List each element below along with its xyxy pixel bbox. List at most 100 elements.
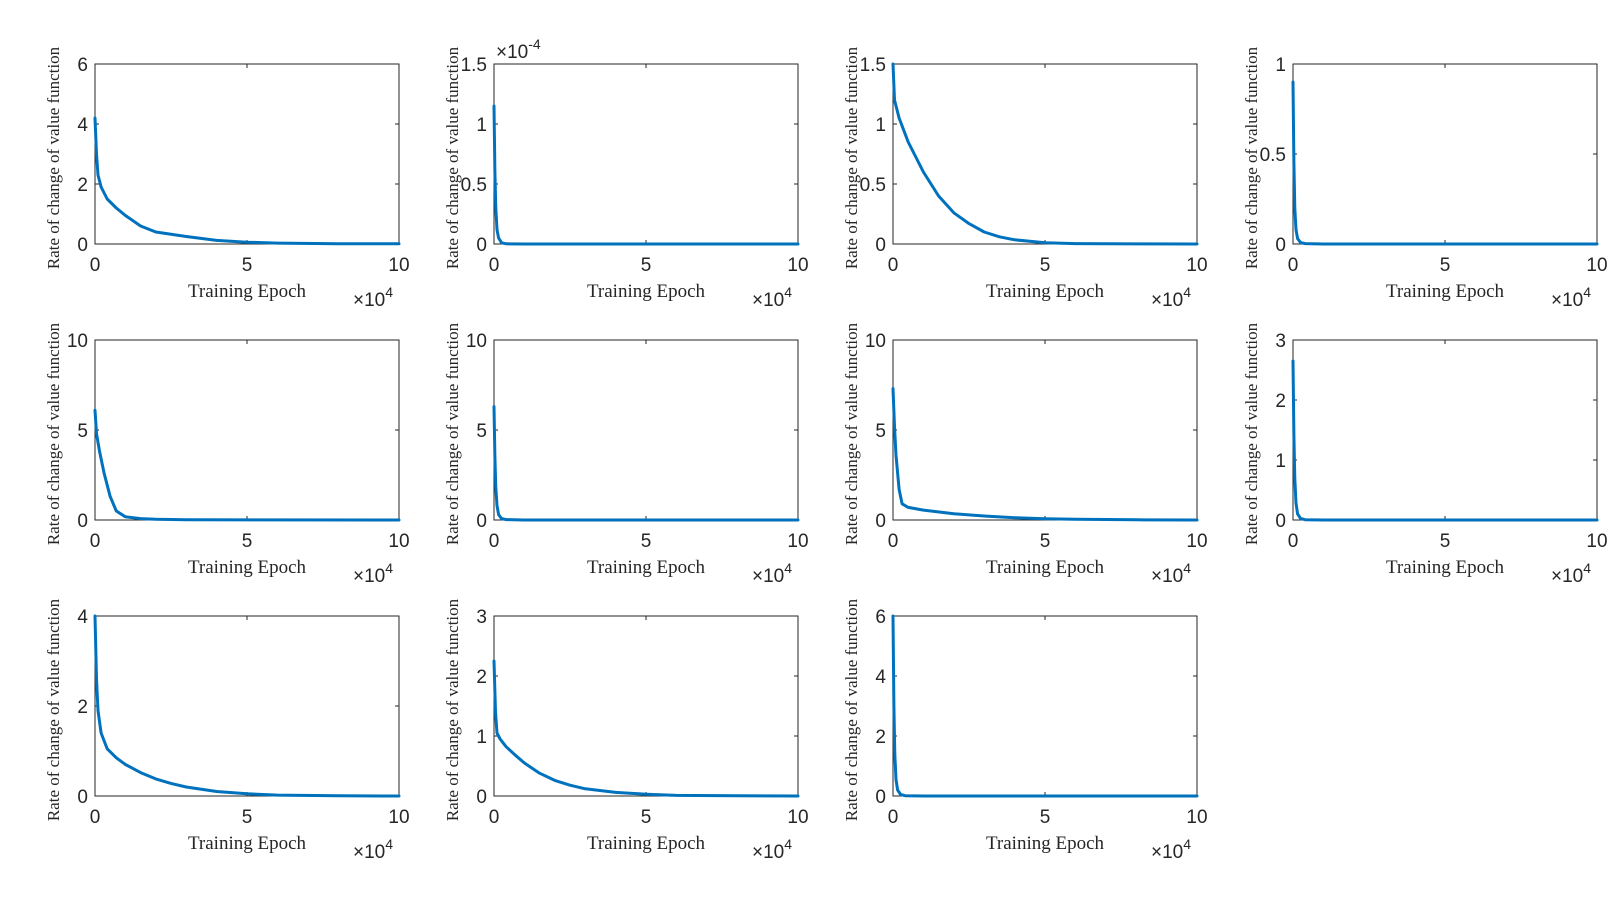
axes-box [1292, 339, 1598, 521]
x-tick-label: 10 [787, 255, 808, 276]
y-axis-label: Rate of change of value function [443, 46, 462, 269]
subplot-2: 0 5 10 0 0.5 1 1.5 Training Epoch Rate of change… [443, 36, 809, 311]
axes-box [493, 615, 799, 797]
x-tick-label: 5 [1440, 531, 1451, 552]
x-axis-label: Training Epoch [587, 281, 706, 302]
y-tick-label: 1.5 [461, 55, 487, 76]
y-tick-label: 1 [875, 115, 886, 136]
axes-box [94, 63, 400, 245]
x-tick-label: 10 [787, 531, 808, 552]
y-tick-label: 0 [875, 511, 886, 532]
y-tick-label: 0 [77, 511, 88, 532]
y-tick-label: 2 [1275, 391, 1286, 412]
x-tick-label: 0 [489, 807, 500, 828]
subplot-3: 0 5 10 0 0.5 1 1.5 Training Epoch Rate of change… [842, 46, 1208, 311]
x-exponent-label: ×104 [752, 284, 792, 311]
x-tick-label: 5 [1040, 255, 1051, 276]
x-axis-label: Training Epoch [587, 833, 706, 854]
y-axis-label: Rate of change of value function [842, 46, 861, 269]
x-tick-label: 0 [1288, 531, 1299, 552]
y-tick-label: 3 [476, 607, 487, 628]
y-tick-label: 0 [77, 235, 88, 256]
y-tick-label: 5 [875, 421, 886, 442]
x-axis-label: Training Epoch [188, 557, 307, 578]
x-tick-label: 0 [90, 531, 101, 552]
y-tick-label: 5 [476, 421, 487, 442]
y-tick-label: 0 [875, 235, 886, 256]
series-line [93, 408, 401, 522]
y-tick-label: 0.5 [860, 175, 886, 196]
subplot-1: 0 5 10 0 2 4 6 Training Epoch Rate of change of … [44, 46, 410, 311]
x-tick-label: 5 [1040, 531, 1051, 552]
y-tick-label: 1.5 [860, 55, 886, 76]
x-axis-label: Training Epoch [1386, 281, 1505, 302]
y-tick-label: 1 [476, 727, 487, 748]
x-exponent-label: ×104 [353, 560, 393, 587]
y-tick-label: 4 [77, 607, 88, 628]
y-tick-label: 2 [77, 697, 88, 718]
y-tick-label: 1 [476, 115, 487, 136]
x-axis-label: Training Epoch [986, 281, 1105, 302]
y-axis-label: Rate of change of value function [842, 598, 861, 821]
axes-box [892, 339, 1198, 521]
y-axis-label: Rate of change of value function [842, 322, 861, 545]
axes-box [493, 339, 799, 521]
series-line [891, 62, 1199, 246]
y-tick-label: 10 [466, 331, 487, 352]
y-tick-label: 0 [875, 787, 886, 808]
y-exponent-label: ×10-4 [496, 36, 541, 63]
x-tick-label: 0 [888, 255, 899, 276]
x-tick-label: 10 [1586, 255, 1607, 276]
x-axis-label: Training Epoch [986, 833, 1105, 854]
x-exponent-label: ×104 [752, 836, 792, 863]
subplot-11: 0 5 10 0 2 4 6 Training Epoch Rate of change of … [842, 598, 1208, 863]
x-tick-label: 10 [1186, 807, 1207, 828]
x-tick-label: 5 [641, 255, 652, 276]
x-exponent-label: ×104 [1151, 836, 1191, 863]
subplot-7: 0 5 10 0 5 10 Training Epoch Rate of change of … [842, 322, 1208, 587]
x-tick-label: 10 [388, 807, 409, 828]
y-tick-label: 0 [1275, 511, 1286, 532]
x-tick-label: 10 [1186, 531, 1207, 552]
y-tick-label: 2 [77, 175, 88, 196]
y-axis-label: Rate of change of value function [1242, 322, 1261, 545]
series-line [492, 659, 800, 798]
y-tick-label: 4 [875, 667, 886, 688]
subplot-8: 0 5 10 0 1 2 3 Training Epoch Rate of change of … [1242, 322, 1608, 587]
y-tick-label: 0 [476, 235, 487, 256]
x-tick-label: 0 [888, 531, 899, 552]
x-tick-label: 5 [1040, 807, 1051, 828]
x-exponent-label: ×104 [353, 284, 393, 311]
y-tick-label: 1 [1275, 55, 1286, 76]
y-tick-label: 4 [77, 115, 88, 136]
subplot-4: 0 5 10 0 0.5 1 Training Epoch Rate of change of… [1242, 46, 1608, 311]
y-tick-label: 0 [1275, 235, 1286, 256]
y-axis-label: Rate of change of value function [443, 598, 462, 821]
x-exponent-label: ×104 [1551, 560, 1591, 587]
x-tick-label: 5 [1440, 255, 1451, 276]
axes-box [493, 63, 799, 245]
series-line [891, 614, 1199, 798]
y-tick-label: 3 [1275, 331, 1286, 352]
y-tick-label: 0 [476, 787, 487, 808]
y-tick-label: 5 [77, 421, 88, 442]
axes-box [892, 63, 1198, 245]
x-tick-label: 0 [1288, 255, 1299, 276]
y-tick-label: 0.5 [461, 175, 487, 196]
series-line [93, 116, 401, 246]
y-tick-label: 10 [67, 331, 88, 352]
y-axis-label: Rate of change of value function [44, 598, 63, 821]
x-exponent-label: ×104 [1151, 284, 1191, 311]
x-tick-label: 0 [489, 255, 500, 276]
x-axis-label: Training Epoch [188, 833, 307, 854]
y-tick-label: 6 [875, 607, 886, 628]
x-tick-label: 10 [388, 531, 409, 552]
y-tick-label: 2 [476, 667, 487, 688]
y-axis-label: Rate of change of value function [443, 322, 462, 545]
x-tick-label: 10 [388, 255, 409, 276]
y-tick-label: 0 [476, 511, 487, 532]
x-tick-label: 5 [641, 807, 652, 828]
y-axis-label: Rate of change of value function [44, 322, 63, 545]
axes-box [94, 339, 400, 521]
